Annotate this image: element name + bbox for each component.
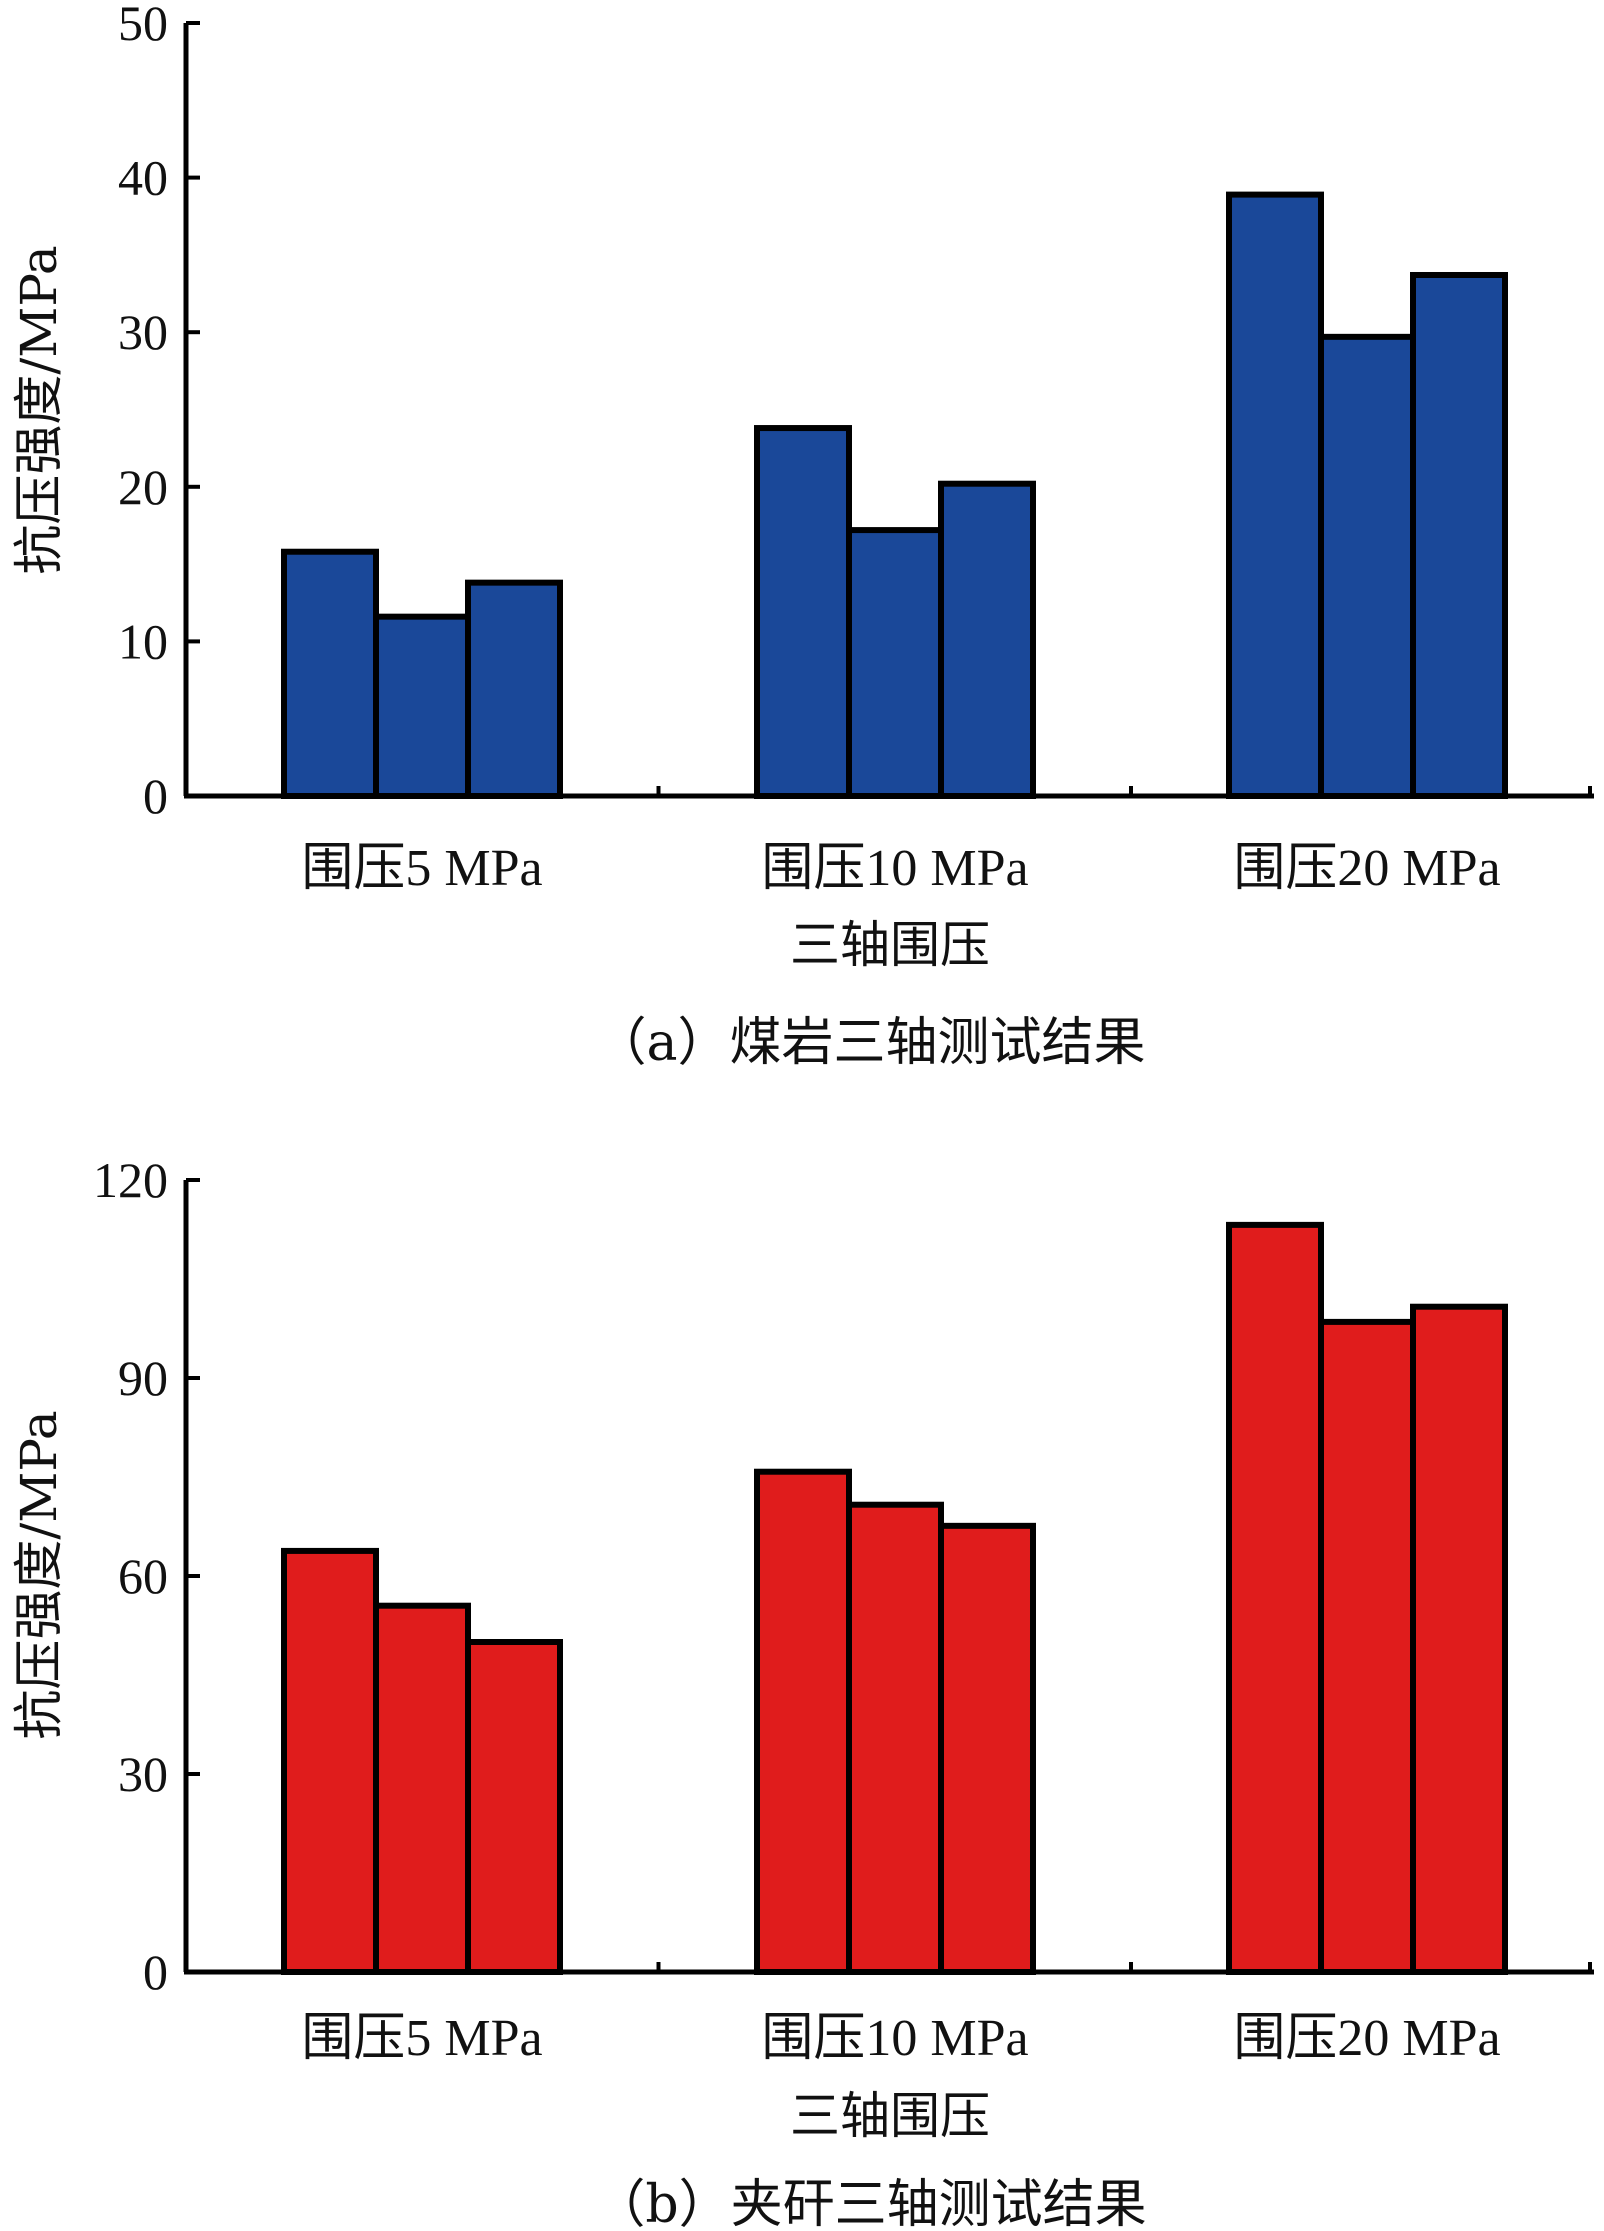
bar-2-2 [846,1501,944,1975]
bar-1-2 [373,613,471,799]
bar-1-1 [281,548,379,799]
x-axis-title: 三轴围压 [790,916,990,974]
bar-1-3 [465,579,563,799]
bar-2-3 [938,1522,1036,1975]
y-axis-title: 抗压强度/MPa [10,1410,68,1739]
y-tick-label: 30 [118,304,168,360]
y-tick-label: 40 [118,150,168,206]
x-tick-label: 围压10 MPa [761,840,1028,897]
x-tick-label: 围压5 MPa [301,2010,542,2067]
figure-caption: （a）煤岩三轴测试结果 [594,1013,1145,1073]
bar-3-3 [1410,1303,1508,1975]
bar-3-2 [1318,333,1416,799]
bar-2-1 [754,1468,852,1975]
bar-2-3 [938,480,1036,799]
bar-3-1 [1226,1221,1324,1975]
chart-b: 0 30 60 90 120 围压5 MPa 围压10 MPa 围压20 MPa 三轴围压 抗压强… [10,1152,1594,2231]
y-tick-label: 0 [143,768,168,824]
bar-1-3 [465,1639,563,1975]
bar-3-3 [1410,271,1508,799]
bar-2-2 [846,527,944,799]
y-tick-label: 20 [118,459,168,515]
y-tick-label: 10 [118,613,168,669]
x-axis-title: 三轴围压 [790,2087,990,2145]
y-tick-label: 120 [93,1152,168,1208]
x-tick-label: 围压10 MPa [761,2010,1028,2067]
x-tick-label: 围压20 MPa [1233,840,1500,897]
y-tick-label: 50 [118,0,168,51]
y-tick-label: 60 [118,1548,168,1604]
bar-3-1 [1226,191,1324,799]
x-tick-label: 围压5 MPa [301,840,542,897]
bar-2-1 [754,425,852,799]
x-tick-label: 围压20 MPa [1233,2010,1500,2067]
y-tick-label: 90 [118,1350,168,1406]
bar-1-2 [373,1602,471,1975]
chart-a: 0 10 20 30 40 50 围压5 MPa 围压10 MPa 围压20 MPa 三轴围压 抗压… [10,0,1594,1073]
y-axis-title: 抗压强度/MPa [10,245,68,574]
bar-1-1 [281,1547,379,1976]
bar-3-2 [1318,1318,1416,1975]
y-tick-label: 0 [143,1944,168,2000]
y-tick-label: 30 [118,1746,168,1802]
figure-caption: （b）夹矸三轴测试结果 [593,2175,1146,2231]
